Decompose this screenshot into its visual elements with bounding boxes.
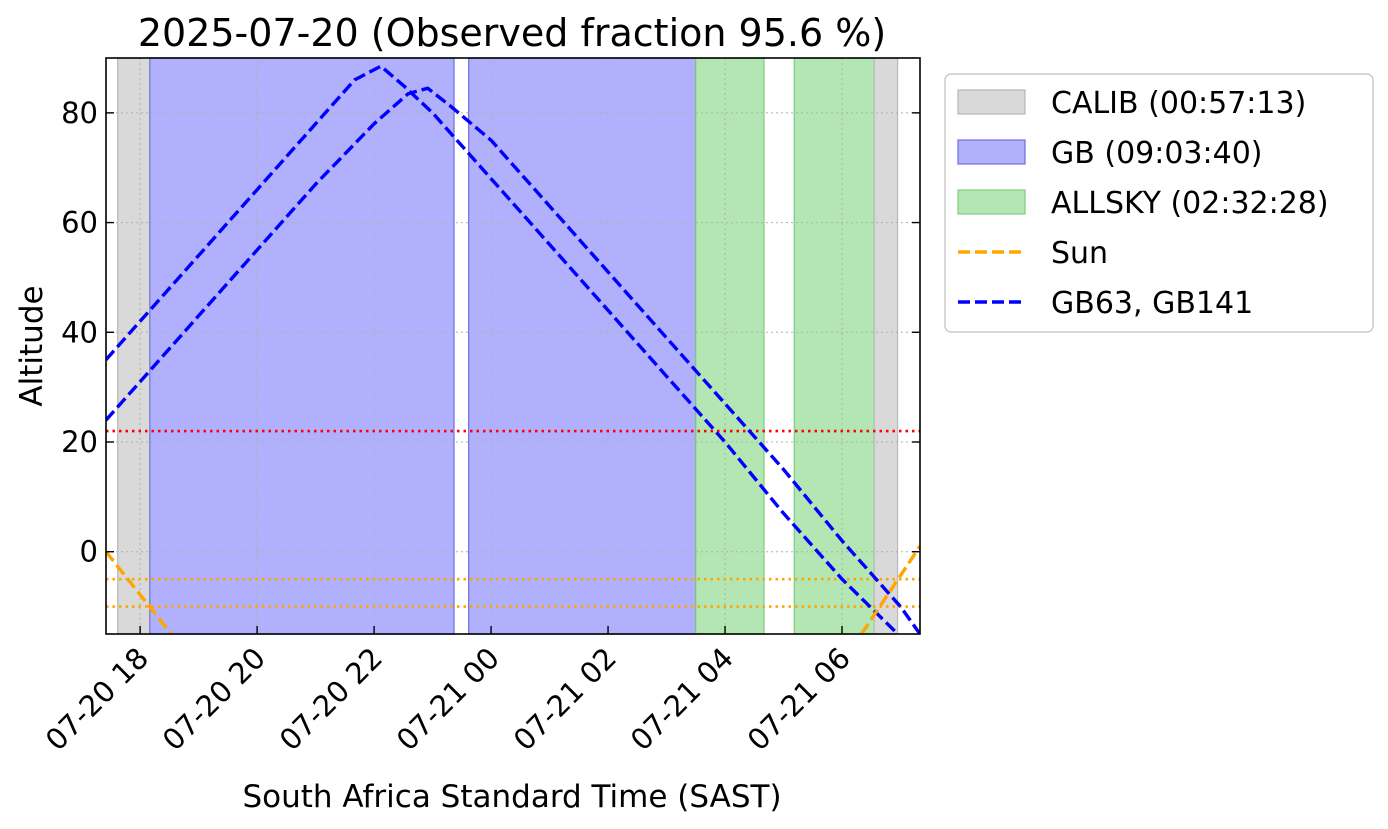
span-calib [117,57,151,635]
legend-label: CALIB (00:57:13) [1051,86,1306,121]
x-tick-label: 07-20 18 [39,641,155,757]
legend-box [944,73,1374,333]
legend-label: Sun [1051,236,1108,271]
y-tick-label: 0 [80,535,98,569]
chart-title: 2025-07-20 (Observed fraction 95.6 %) [138,11,886,55]
y-tick-label: 60 [61,206,98,240]
x-tick-label: 07-21 04 [624,641,740,757]
altitude-curves [106,64,920,634]
legend-label: GB63, GB141 [1051,286,1253,321]
legend-label: GB (09:03:40) [1051,136,1263,171]
plot-area [105,57,921,635]
y-tick-label: 40 [61,315,98,349]
x-tick-label: 07-20 20 [156,641,272,757]
span-calib [873,57,899,635]
threshold-lines [106,429,920,608]
y-tick-label: 80 [61,96,98,130]
span-allsky [793,57,875,635]
x-axis-label: South Africa Standard Time (SAST) [242,779,781,815]
legend-label: ALLSKY (02:32:28) [1051,186,1329,221]
sun-altitude-line [106,550,173,634]
span-gb [149,57,455,635]
x-tick-label: 07-21 06 [741,641,857,757]
plot-frame [105,57,921,635]
legend-swatch [957,139,1026,165]
legend: CALIB (00:57:13) GB (09:03:40) ALLSKY (02:… [944,73,1374,333]
legend-swatch [957,89,1026,115]
sun-altitude-line [860,545,920,634]
x-axis-ticks: 07-20 18 07-20 20 07-20 22 07-21 00 07-21 02… [39,626,857,757]
span-allsky [695,57,765,635]
target-altitude-line [106,64,901,634]
grid [106,58,920,634]
legend-swatch [957,189,1026,215]
target-altitude-line [106,86,920,634]
x-tick-label: 07-21 00 [390,641,506,757]
y-axis-ticks: 0 20 40 60 80 [61,96,920,569]
y-axis-label: Altitude [14,285,50,406]
x-tick-label: 07-21 02 [507,641,623,757]
span-gb [468,57,697,635]
y-tick-label: 20 [61,425,98,459]
x-tick-label: 07-20 22 [273,641,389,757]
observation-spans [117,57,899,635]
